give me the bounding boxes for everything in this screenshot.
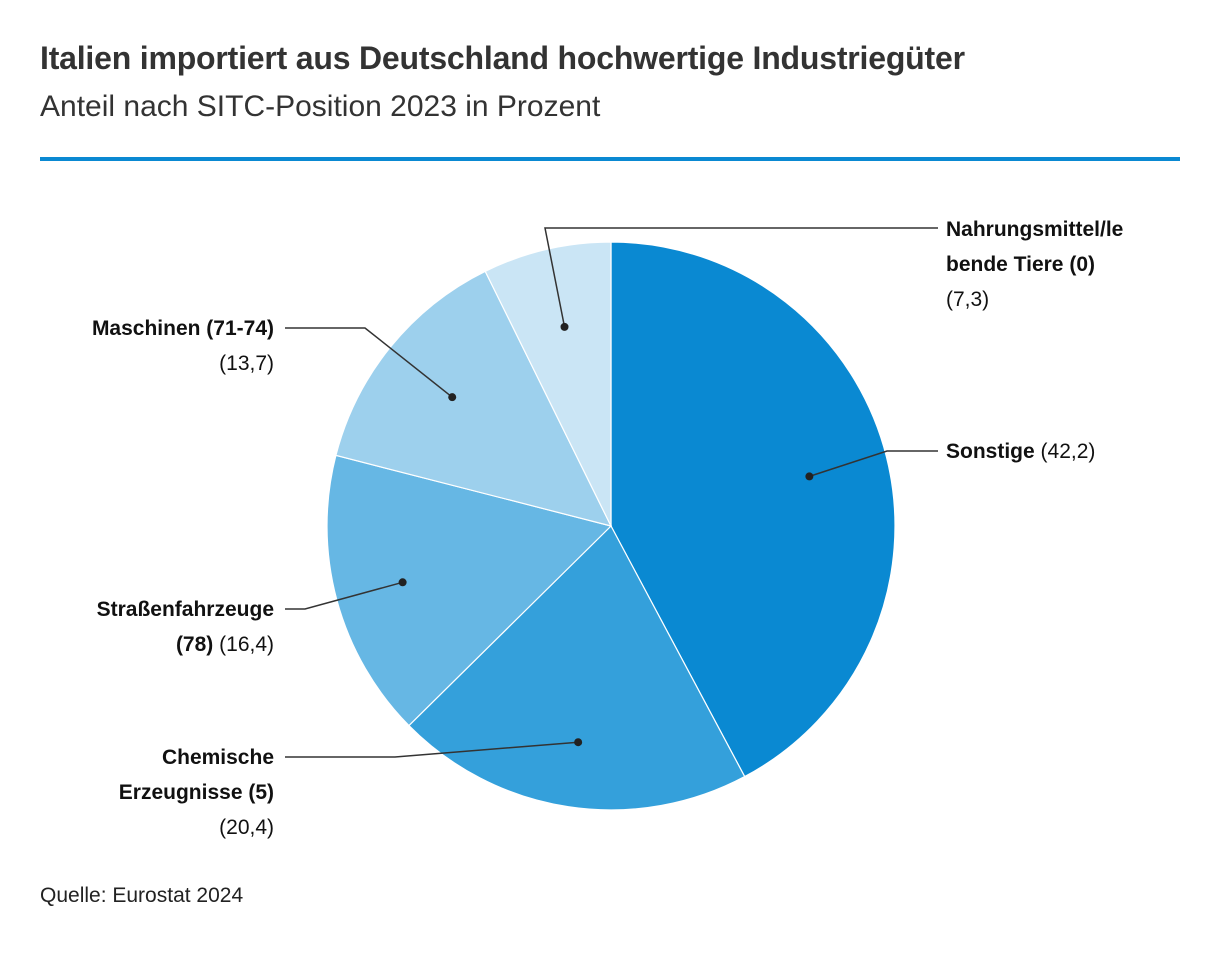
slice-label-name: Sonstige (946, 440, 1035, 463)
source-note: Quelle: Eurostat 2024 (40, 884, 244, 907)
slice-value-label: (16,4) (219, 633, 274, 656)
leader-dot-sonstige (805, 472, 814, 481)
pie-slice-nahrungsmittel-lebende-tiere-0 (484, 241, 612, 527)
pie-slice-sonstige (610, 241, 896, 778)
slice-label-name: Straßenfahrzeuge (96, 598, 274, 621)
slice-value-label: (20,4) (219, 816, 274, 839)
leader-dot-chemische-erzeugnisse-5 (574, 738, 583, 747)
leader-dot-stra-enfahrzeuge-78 (398, 578, 407, 587)
slice-label-name: Chemische Erzeugnisse (5) (118, 746, 274, 804)
leader-line-stra-enfahrzeuge-78 (285, 581, 403, 610)
slice-label-name: (78) (175, 633, 214, 656)
leader-line-chemische-erzeugnisse-5 (285, 741, 579, 758)
leader-line-sonstige (809, 450, 938, 478)
leader-line-maschinen-71-74 (285, 327, 453, 398)
leader-line-nahrungsmittel-lebende-tiere-0 (544, 227, 938, 328)
slice-label-chemische: Chemische Erzeugnisse (5) (20,4) (119, 740, 274, 845)
title-rule (40, 157, 1180, 161)
chart-subtitle: Anteil nach SITC-Position 2023 in Prozen… (40, 90, 601, 123)
slice-value-label: (7,3) (946, 288, 990, 311)
slice-value-label: (42,2) (1040, 440, 1096, 463)
slice-value-label: (13,7) (219, 352, 274, 375)
leader-dot-nahrungsmittel-lebende-tiere-0 (560, 322, 569, 331)
slice-label-maschinen: Maschinen (71-74) (13,7) (92, 311, 274, 381)
pie-slice-maschinen-71-74 (335, 270, 613, 527)
slice-label-nahrungsmittel: Nahrungsmittel/le bende Tiere (0) (7,3) (946, 212, 1123, 317)
slice-label-name: Maschinen (71-74) (91, 317, 274, 340)
chart-title: Italien importiert aus Deutschland hochw… (40, 40, 965, 76)
slice-label-sonstige: Sonstige (42,2) (946, 434, 1095, 469)
slice-label-name: Nahrungsmittel/le bende Tiere (0) (946, 218, 1124, 276)
leader-dot-maschinen-71-74 (448, 393, 457, 402)
slice-label-strassenfahrzeuge: Straßenfahrzeuge (78) (16,4) (97, 592, 274, 662)
